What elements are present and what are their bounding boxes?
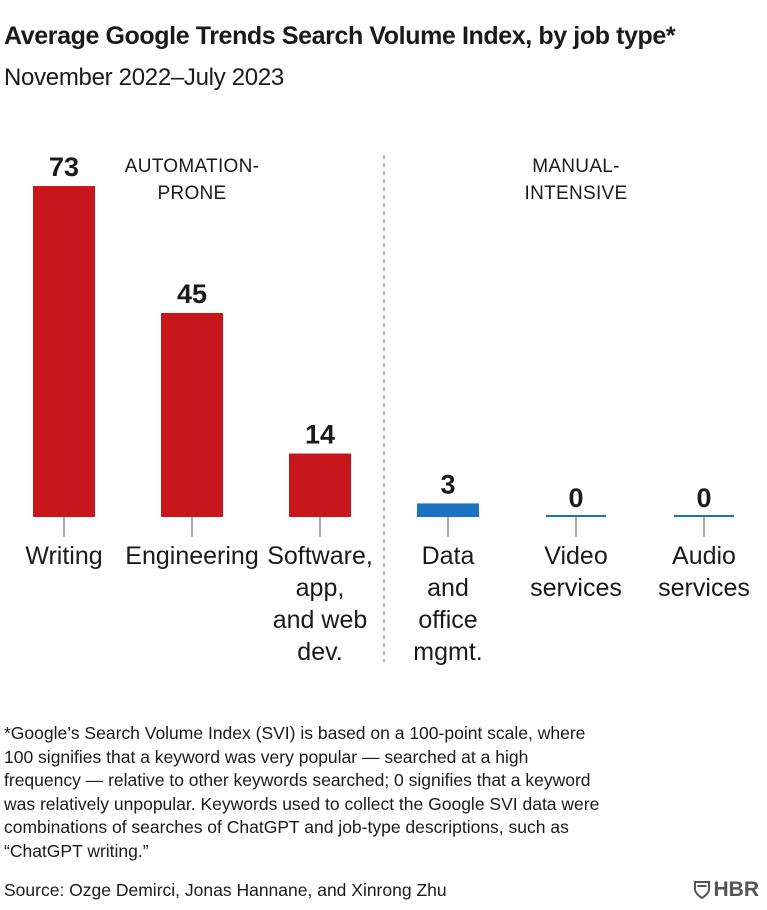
bar-5 <box>674 515 734 517</box>
category-label-0: Writing <box>25 542 102 570</box>
category-label-line: Engineering <box>125 542 258 570</box>
value-label-5: 0 <box>696 483 711 513</box>
category-label-line: and <box>427 574 469 602</box>
bar-4 <box>546 515 606 517</box>
source-credit: Source: Ozge Demirci, Jonas Hannane, and… <box>4 880 447 900</box>
bar-0 <box>33 186 95 517</box>
category-label-line: Video <box>544 542 608 570</box>
value-label-4: 0 <box>568 483 583 513</box>
bar-1 <box>161 312 223 517</box>
value-label-3: 3 <box>440 469 455 499</box>
value-label-1: 45 <box>177 279 207 309</box>
group-label-line: AUTOMATION- <box>125 156 260 177</box>
chart-subtitle: November 2022–July 2023 <box>4 64 284 91</box>
group-label-line: PRONE <box>157 183 226 204</box>
category-label-3: Data and office mgmt. <box>413 542 482 666</box>
category-label-line: dev. <box>297 638 342 666</box>
category-label-line: services <box>530 574 622 602</box>
category-label-line: Software, <box>267 542 373 570</box>
value-label-0: 73 <box>49 152 79 182</box>
bar-chart: 73 Writing 45 Engineering 14 Software, app, and… <box>25 152 750 666</box>
value-label-2: 14 <box>305 420 335 450</box>
group-label-line: MANUAL- <box>532 156 620 177</box>
hbr-logo-text: HBR <box>713 878 760 901</box>
group-label-0: AUTOMATION- PRONE <box>125 156 260 204</box>
bar-3 <box>417 503 479 517</box>
chart-title: Average Google Trends Search Volume Inde… <box>4 22 676 50</box>
category-label-line: and web <box>273 606 368 634</box>
category-label-line: app, <box>296 574 345 602</box>
category-label-1: Engineering <box>125 542 258 570</box>
category-label-2: Software, app, and web dev. <box>267 542 373 666</box>
category-label-line: office <box>418 606 477 634</box>
category-label-line: mgmt. <box>413 638 482 666</box>
group-label-line: INTENSIVE <box>525 183 628 204</box>
hbr-shield-icon <box>693 881 710 899</box>
category-label-line: Writing <box>25 542 102 570</box>
bar-2 <box>289 453 351 517</box>
hbr-logo: HBR <box>693 878 760 902</box>
category-label-line: Data <box>422 542 475 570</box>
category-label-4: Video services <box>530 542 622 602</box>
footnote: *Google’s Search Volume Index (SVI) is b… <box>4 723 600 861</box>
category-label-5: Audio services <box>658 542 750 602</box>
category-label-line: services <box>658 574 750 602</box>
category-label-line: Audio <box>672 542 736 570</box>
group-label-1: MANUAL- INTENSIVE <box>525 156 628 204</box>
